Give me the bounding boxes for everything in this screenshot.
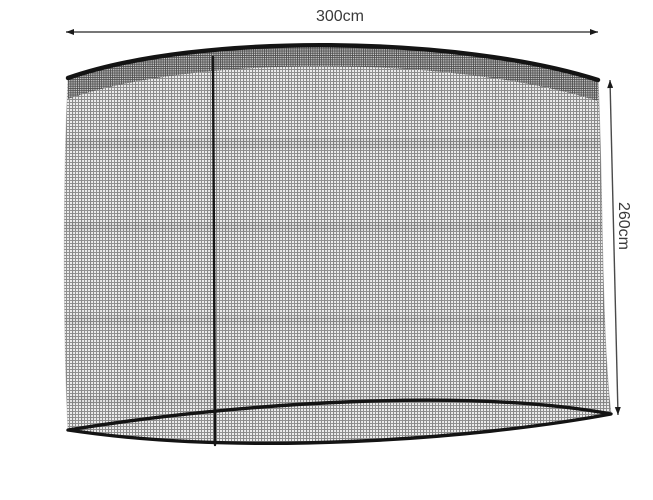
height-dimension-label: 260cm: [615, 201, 632, 251]
mesh-texture-overlay: [64, 45, 611, 444]
net-top-rim: [65, 43, 601, 83]
height-dimension-line: [607, 79, 621, 416]
net-top-band: [68, 45, 598, 101]
width-dimension-label: 300cm: [315, 8, 365, 25]
net-left-edge: [63, 77, 69, 431]
zipper-seam-line: [211, 55, 217, 447]
